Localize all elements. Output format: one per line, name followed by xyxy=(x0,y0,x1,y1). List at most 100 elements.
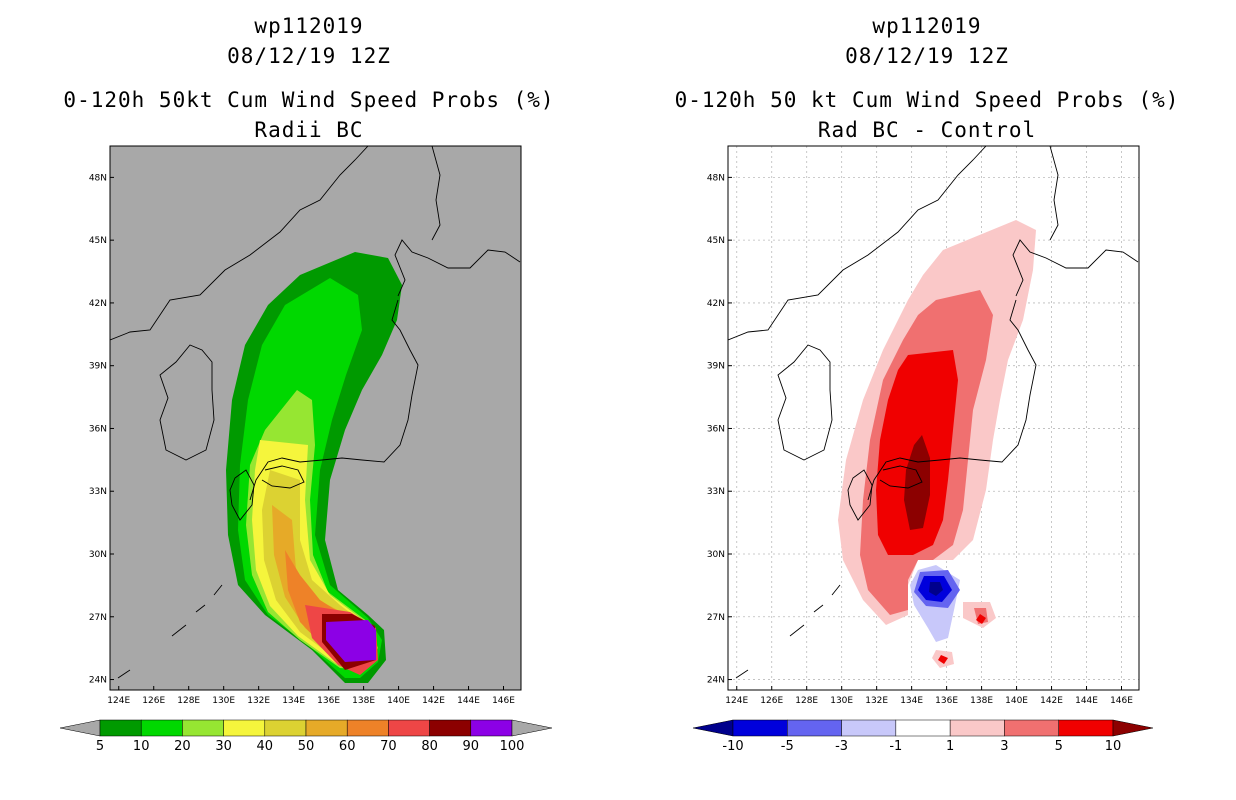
colorbar-label: -3 xyxy=(835,739,848,754)
colorbar-label: 5 xyxy=(1055,739,1063,754)
colorbar-label: -1 xyxy=(889,739,902,754)
colorbar-label: 5 xyxy=(96,739,104,754)
right-map-svg: 124E 126E 128E 130E 132E 134E 136E 138E 140E 142E… xyxy=(692,145,1154,754)
axis-ticks: 124E 126E 128E 130E 132E 134E 136E 138E 140E 142E… xyxy=(707,173,1133,706)
lat-tick-label: 36N xyxy=(707,424,725,434)
colorbar-swatch xyxy=(388,719,430,737)
lon-tick-label: 144E xyxy=(1075,696,1098,706)
lat-tick-label: 39N xyxy=(89,362,107,372)
coast-sakhalin xyxy=(431,146,441,241)
lon-tick-label: 130E xyxy=(212,696,235,706)
lon-tick-label: 140E xyxy=(1005,696,1028,706)
lat-tick-label: 42N xyxy=(89,299,107,309)
lon-tick-label: 130E xyxy=(830,696,853,706)
colorbar-swatch xyxy=(99,719,142,737)
lat-tick-label: 33N xyxy=(707,487,725,497)
contour-90 xyxy=(326,620,376,662)
coast-mainland xyxy=(728,146,987,341)
lon-tick-label: 126E xyxy=(760,696,783,706)
lon-tick-label: 146E xyxy=(492,696,515,706)
colorbar-low-extension xyxy=(692,719,734,737)
lon-tick-label: 136E xyxy=(317,696,340,706)
lat-tick-label: 48N xyxy=(707,173,725,183)
coast-korea xyxy=(777,344,833,461)
coast-japan-hokkaido xyxy=(1012,239,1139,297)
lat-tick-label: 42N xyxy=(707,299,725,309)
panel-rad-bc-minus-control: wp112019 08/12/19 12Z 0-120h 50 kt Cum W… xyxy=(618,0,1236,800)
lat-tick-label: 33N xyxy=(89,487,107,497)
colorbar-label: -5 xyxy=(781,739,794,754)
axis-ticks: 124E 126E 128E 130E 132E 134E 136E 138E 140E 142E… xyxy=(89,173,515,706)
colorbar: -10 -5 -3 -1 1 3 5 10 xyxy=(692,719,1154,754)
coast-japan-shikoku xyxy=(879,465,923,489)
colorbar: 5 10 20 30 40 50 60 70 80 90 100 xyxy=(59,719,553,754)
colorbar-swatch xyxy=(841,719,897,737)
product-title: 0-120h 50 kt Cum Wind Speed Probs (%) xyxy=(674,88,1180,112)
colorbar-label: 1 xyxy=(946,739,954,754)
lat-tick-label: 27N xyxy=(89,613,107,623)
lon-tick-label: 138E xyxy=(352,696,375,706)
colorbar-swatch xyxy=(429,719,472,737)
datetime-title: 08/12/19 12Z xyxy=(227,44,391,68)
lat-tick-label: 45N xyxy=(707,236,725,246)
coast-japan-hokkaido xyxy=(394,239,521,297)
lat-tick-label: 24N xyxy=(707,676,725,686)
coast-japan-kyushu xyxy=(229,469,255,521)
contour-pos-island-3 xyxy=(976,614,986,624)
datetime-title: 08/12/19 12Z xyxy=(845,44,1009,68)
colorbar-swatch xyxy=(1058,719,1114,737)
lon-tick-label: 128E xyxy=(795,696,818,706)
colorbar-label: 80 xyxy=(421,739,438,754)
product-title: 0-120h 50kt Cum Wind Speed Probs (%) xyxy=(63,88,555,112)
contour-neg-10 xyxy=(929,582,943,596)
colorbar-swatch xyxy=(732,719,788,737)
coast-japan-honshu xyxy=(867,299,1037,501)
coast-japan-shikoku xyxy=(261,465,305,489)
lon-tick-label: 134E xyxy=(282,696,305,706)
coast-korea xyxy=(159,344,215,461)
lon-tick-label: 134E xyxy=(900,696,923,706)
lat-tick-label: 45N xyxy=(89,236,107,246)
experiment-title: Radii BC xyxy=(254,118,364,142)
contour-pos-10 xyxy=(904,435,930,530)
lon-tick-label: 144E xyxy=(457,696,480,706)
lat-tick-label: 39N xyxy=(707,362,725,372)
map-frame xyxy=(109,145,522,691)
lon-tick-label: 138E xyxy=(970,696,993,706)
lon-tick-label: 136E xyxy=(935,696,958,706)
colorbar-label: 20 xyxy=(174,739,191,754)
colorbar-label: 3 xyxy=(1000,739,1008,754)
colorbar-label: 60 xyxy=(339,739,356,754)
lat-tick-label: 24N xyxy=(89,676,107,686)
storm-id-title: wp112019 xyxy=(872,14,982,38)
lat-tick-label: 36N xyxy=(89,424,107,434)
colorbar-swatch xyxy=(470,719,513,737)
lat-tick-label: 27N xyxy=(707,613,725,623)
lon-tick-label: 146E xyxy=(1110,696,1133,706)
colorbar-low-extension xyxy=(59,719,101,737)
lon-tick-label: 142E xyxy=(422,696,445,706)
difference-contours xyxy=(838,220,1036,668)
coast-mainland xyxy=(110,146,369,341)
colorbar-label: 100 xyxy=(500,739,525,754)
colorbar-label: 90 xyxy=(463,739,480,754)
colorbar-label: 40 xyxy=(257,739,274,754)
colorbar-swatch xyxy=(895,719,951,737)
coast-ryukyu xyxy=(117,584,223,679)
colorbar-high-extension xyxy=(511,719,553,737)
experiment-title: Rad BC - Control xyxy=(817,118,1037,142)
colorbar-label: 30 xyxy=(215,739,232,754)
map-frame xyxy=(727,145,1140,691)
colorbar-label: 10 xyxy=(1105,739,1122,754)
colorbar-swatch xyxy=(346,719,389,737)
coastlines xyxy=(110,146,521,679)
colorbar-label: 70 xyxy=(380,739,397,754)
colorbar-swatch xyxy=(223,719,266,737)
lon-tick-label: 128E xyxy=(177,696,200,706)
colorbar-label: 50 xyxy=(298,739,315,754)
lon-tick-label: 132E xyxy=(865,696,888,706)
lon-tick-label: 142E xyxy=(1040,696,1063,706)
colorbar-swatch xyxy=(1004,719,1059,737)
lon-tick-label: 124E xyxy=(725,696,748,706)
colorbar-label: -10 xyxy=(722,739,743,754)
